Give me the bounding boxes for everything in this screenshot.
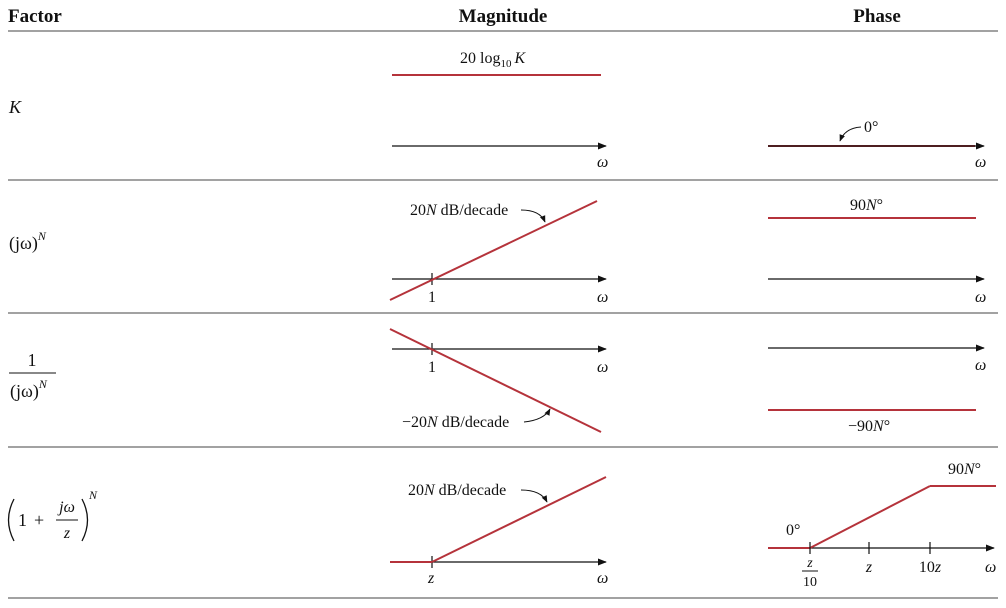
row3-magnitude-plot: 1 −20N dB/decade ω <box>389 328 608 433</box>
header-phase: Phase <box>853 6 901 27</box>
factor-inverse-jw-power: 1 (jω)N <box>9 350 56 402</box>
factor-constant: K <box>8 97 22 117</box>
magnitude-constant-label: 20 log10 K <box>460 50 526 70</box>
term-exponent: N <box>88 488 98 502</box>
slope-label: 20N dB/decade <box>410 202 508 219</box>
phase-90N-label: 90N° <box>850 197 883 214</box>
tick-label-z: z <box>427 570 435 587</box>
header-factor: Factor <box>8 6 62 27</box>
magnitude-slope-line <box>389 200 598 301</box>
leader-arrow <box>520 209 546 223</box>
row4-magnitude-plot: z 20N dB/decade ω <box>390 476 608 587</box>
row1-magnitude-plot: 20 log10 K ω <box>392 50 608 171</box>
fraction-denominator: (jω)N <box>10 377 48 402</box>
left-paren <box>7 498 15 542</box>
row3-phase-plot: ω −90N° <box>768 344 986 435</box>
tick-label-one: 1 <box>428 359 436 376</box>
omega-label: ω <box>985 559 996 576</box>
leader-arrow <box>839 126 862 142</box>
fraction-numerator: 1 <box>28 350 37 370</box>
omega-label: ω <box>597 570 608 587</box>
row2-phase-plot: 90N° ω <box>768 197 986 306</box>
leader-arrow <box>523 408 551 423</box>
phase-ramp <box>809 485 931 549</box>
phase-end-label: 90N° <box>948 461 981 478</box>
factor-jw-power: (jω)N <box>9 229 47 254</box>
tick-label-z-over-10-num: z <box>806 556 813 571</box>
phase-zero-label: 0° <box>864 119 878 136</box>
term-plus: + <box>34 510 44 530</box>
frac-denominator: z <box>63 525 71 542</box>
right-paren <box>81 498 89 542</box>
header-magnitude: Magnitude <box>459 6 548 27</box>
term-one: 1 <box>18 510 27 530</box>
slope-label: 20N dB/decade <box>408 482 506 499</box>
row1-phase-plot: 0° ω <box>768 119 986 171</box>
tick-label-z-over-10-den: 10 <box>803 575 817 590</box>
tick-label-z: z <box>865 559 873 576</box>
phase-start-label: 0° <box>786 522 800 539</box>
omega-label: ω <box>597 154 608 171</box>
magnitude-slope-line <box>431 476 607 563</box>
slope-label: −20N dB/decade <box>402 414 509 431</box>
magnitude-slope-line <box>389 328 602 433</box>
tick-label-10z: 10z <box>919 559 942 576</box>
phase-neg90N-label: −90N° <box>848 418 890 435</box>
omega-label: ω <box>975 289 986 306</box>
row4-phase-plot: 0° 90N° z 10 z 10z ω <box>768 461 996 590</box>
omega-label: ω <box>975 154 986 171</box>
row2-magnitude-plot: 1 20N dB/decade ω <box>389 200 608 306</box>
frac-numerator: jω <box>57 499 75 516</box>
factor-zero-term: 1 + jω z N <box>7 488 98 542</box>
tick-label-one: 1 <box>428 289 436 306</box>
omega-label: ω <box>597 289 608 306</box>
omega-label: ω <box>975 357 986 374</box>
leader-arrow <box>520 489 548 503</box>
omega-label: ω <box>597 359 608 376</box>
